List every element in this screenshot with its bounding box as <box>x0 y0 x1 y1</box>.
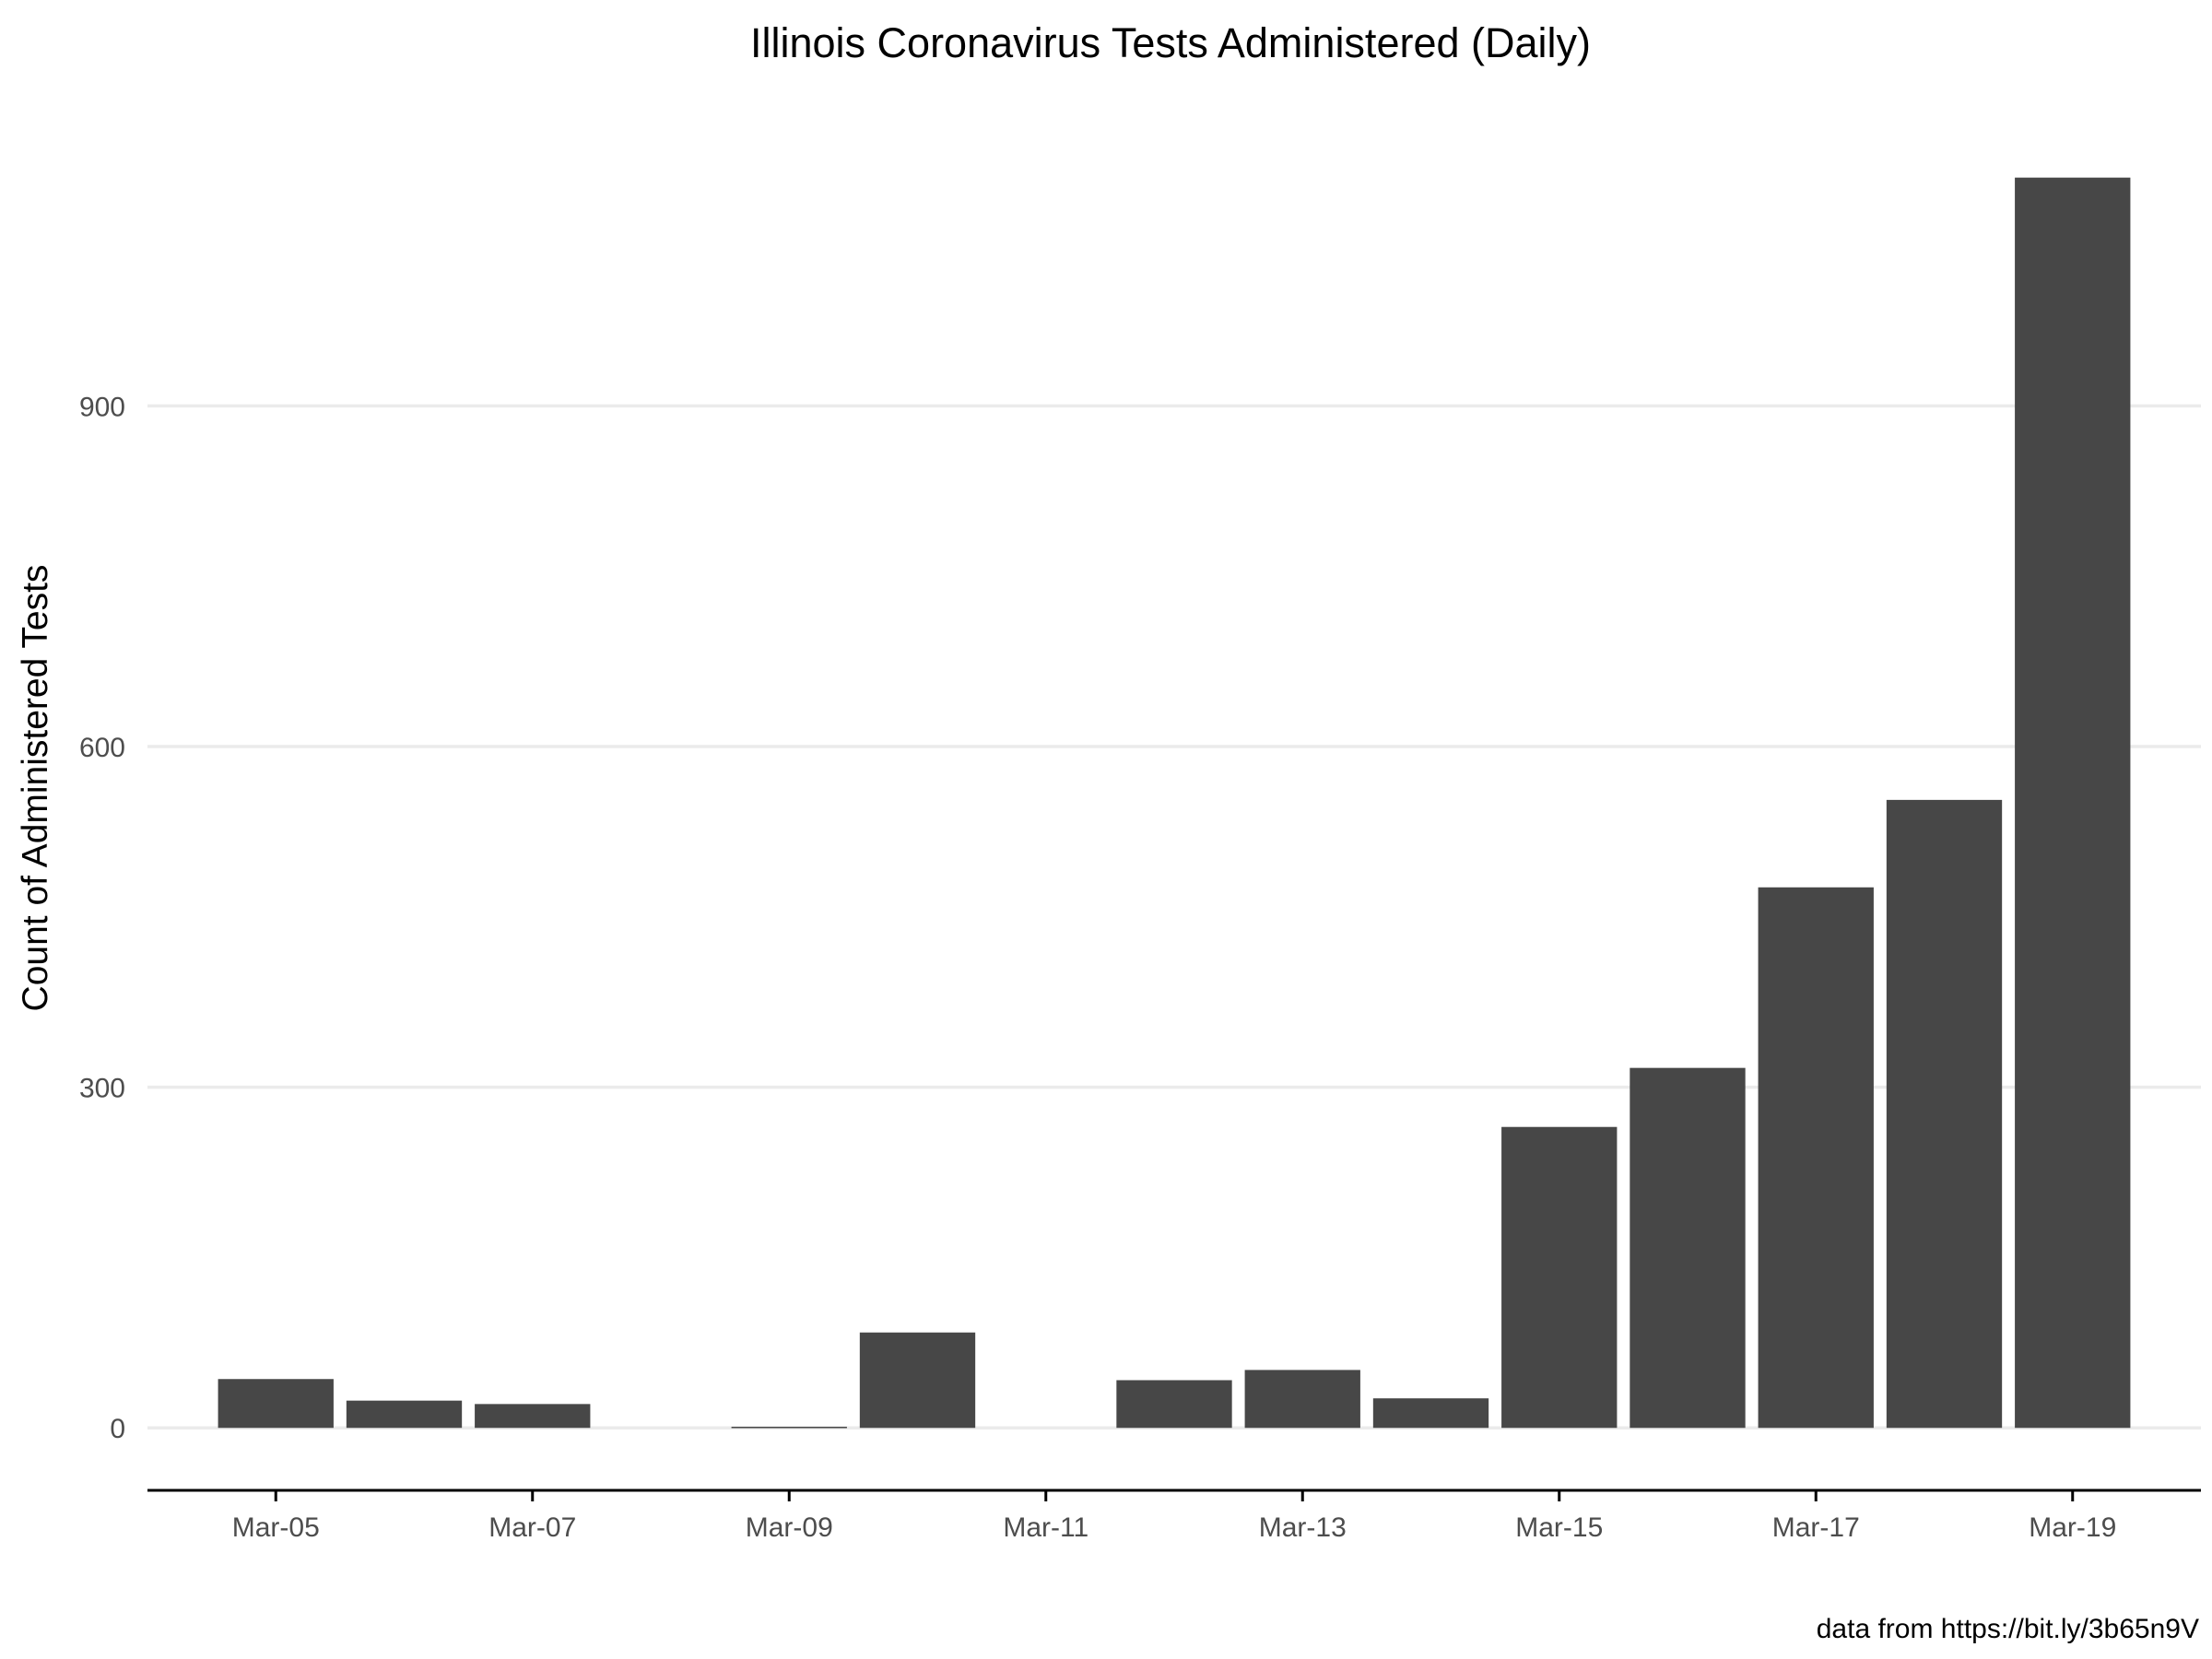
y-tick-label: 0 <box>110 1414 125 1444</box>
bar <box>218 1379 334 1429</box>
bar <box>731 1427 847 1429</box>
source-caption: data from https://bit.ly/3b65n9V <box>1817 1614 2199 1644</box>
x-tick-label: Mar-11 <box>1003 1512 1088 1543</box>
x-tick-label: Mar-15 <box>1515 1512 1603 1543</box>
x-tick-label: Mar-09 <box>746 1512 833 1543</box>
chart-title: Illinois Coronavirus Tests Administered … <box>750 19 1591 66</box>
bar <box>1886 799 2003 1429</box>
y-tick-label: 300 <box>79 1074 125 1104</box>
y-axis-title: Count of Administered Tests <box>16 565 55 1012</box>
x-tick-label: Mar-05 <box>232 1512 320 1543</box>
x-tick-label: Mar-07 <box>488 1512 576 1543</box>
x-axis-ticks: Mar-05 Mar-07 Mar-09 Mar-11 Mar-13 Mar-15 Mar-… <box>232 1490 2116 1543</box>
bar <box>1630 1067 1746 1429</box>
bar <box>1501 1126 1618 1429</box>
bar <box>1372 1398 1489 1429</box>
bar <box>1758 887 1874 1429</box>
bar <box>859 1332 976 1429</box>
x-tick-label: Mar-17 <box>1772 1512 1860 1543</box>
bars <box>218 177 2131 1429</box>
y-axis-ticks: 0 300 600 900 <box>79 392 125 1444</box>
bar <box>346 1400 463 1429</box>
bar <box>475 1404 591 1429</box>
bar <box>2015 177 2131 1429</box>
x-tick-label: Mar-19 <box>2029 1512 2116 1543</box>
y-tick-label: 900 <box>79 392 125 422</box>
x-tick-label: Mar-13 <box>1259 1512 1347 1543</box>
y-tick-label: 600 <box>79 733 125 763</box>
bar <box>1116 1380 1232 1429</box>
bar <box>1244 1370 1360 1429</box>
